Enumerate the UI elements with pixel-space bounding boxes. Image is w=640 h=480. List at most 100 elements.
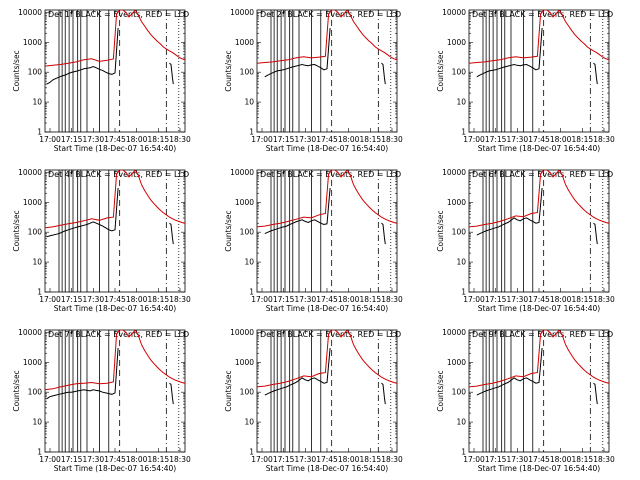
x-tick-label: 17:30 xyxy=(295,295,317,304)
x-tick-label: 17:15 xyxy=(273,455,295,464)
y-tick-label: 10000 xyxy=(230,168,254,177)
x-axis-label: Start Time (18-Dec-07 16:54:40) xyxy=(54,464,176,473)
x-tick-label: 17:30 xyxy=(295,455,317,464)
panel-title: Det 2f BLACK = Events, RED = LLD xyxy=(260,10,401,19)
series-line-lld xyxy=(469,330,609,388)
y-axis-label: Counts/sec xyxy=(224,210,233,251)
plot-area xyxy=(45,330,185,452)
y-tick-label: 1000 xyxy=(23,358,42,367)
y-tick-label: 10000 xyxy=(18,8,42,17)
x-tick-label: 17:30 xyxy=(507,455,529,464)
x-axis-label: Start Time (18-Dec-07 16:54:40) xyxy=(54,144,176,153)
y-axis-label: Counts/sec xyxy=(436,50,445,91)
x-tick-label: 18:30 xyxy=(593,135,615,144)
x-axis-label: Start Time (18-Dec-07 16:54:40) xyxy=(54,304,176,313)
y-axis-label: Counts/sec xyxy=(12,370,21,411)
series-line-lld xyxy=(257,10,397,64)
y-tick-label: 10000 xyxy=(18,328,42,337)
y-axis-label: Counts/sec xyxy=(436,210,445,251)
x-tick-label: 18:30 xyxy=(381,455,403,464)
series-line-events xyxy=(476,27,543,78)
x-tick-label: 18:30 xyxy=(593,295,615,304)
x-tick-label: 17:30 xyxy=(295,135,317,144)
x-tick-label: 17:30 xyxy=(83,295,105,304)
y-axis-label: Counts/sec xyxy=(12,210,21,251)
plot-area xyxy=(257,10,397,132)
x-tick-label: 18:15 xyxy=(360,295,382,304)
plot-area xyxy=(45,10,185,132)
y-tick-label: 100 xyxy=(452,228,467,237)
y-tick-label: 10000 xyxy=(18,168,42,177)
y-tick-label: 10000 xyxy=(442,328,466,337)
x-tick-label: 18:00 xyxy=(550,455,572,464)
x-tick-label: 18:30 xyxy=(169,295,191,304)
series-fragment-events xyxy=(169,222,174,245)
y-axis-label: Counts/sec xyxy=(224,370,233,411)
x-axis-label: Start Time (18-Dec-07 16:54:40) xyxy=(478,144,600,153)
x-tick-label: 17:30 xyxy=(83,135,105,144)
y-tick-label: 1 xyxy=(37,288,42,297)
series-fragment-events xyxy=(593,222,598,245)
detector-panel-8: Det 8f BLACK = Events, RED = LLD 1 10 100 10… xyxy=(224,328,403,473)
x-tick-label: 18:00 xyxy=(126,295,148,304)
y-tick-label: 10000 xyxy=(442,8,466,17)
series-fragment-events xyxy=(593,62,598,85)
x-tick-label: 18:15 xyxy=(360,135,382,144)
x-tick-label: 17:00 xyxy=(251,135,273,144)
x-tick-label: 17:45 xyxy=(104,455,126,464)
y-tick-label: 1 xyxy=(249,128,254,137)
plot-area xyxy=(45,170,185,292)
y-tick-label: 10000 xyxy=(230,328,254,337)
x-tick-label: 17:00 xyxy=(463,455,485,464)
series-fragment-events xyxy=(381,222,386,245)
y-tick-label: 100 xyxy=(28,228,43,237)
detector-panel-3: Det 3f BLACK = Events, RED = LLD 1 10 100 10… xyxy=(436,8,615,153)
x-tick-label: 17:30 xyxy=(507,135,529,144)
x-tick-label: 17:45 xyxy=(528,455,550,464)
series-line-events xyxy=(264,347,331,396)
x-tick-label: 17:15 xyxy=(61,455,83,464)
x-axis-label: Start Time (18-Dec-07 16:54:40) xyxy=(266,464,388,473)
y-tick-label: 10 xyxy=(456,98,466,107)
x-tick-label: 17:00 xyxy=(39,455,61,464)
panel-title: Det 4f BLACK = Events, RED = LLD xyxy=(48,170,189,179)
series-line-lld xyxy=(45,170,185,229)
x-tick-label: 18:00 xyxy=(338,135,360,144)
x-tick-label: 18:15 xyxy=(148,295,170,304)
y-tick-label: 1000 xyxy=(235,358,254,367)
x-tick-label: 18:15 xyxy=(148,135,170,144)
y-tick-label: 1000 xyxy=(235,38,254,47)
x-tick-label: 17:45 xyxy=(316,295,338,304)
x-tick-label: 18:30 xyxy=(381,135,403,144)
x-tick-label: 17:00 xyxy=(251,295,273,304)
x-axis-label: Start Time (18-Dec-07 16:54:40) xyxy=(478,304,600,313)
y-tick-label: 10 xyxy=(32,258,42,267)
series-line-events xyxy=(264,187,331,235)
y-tick-label: 10 xyxy=(244,258,254,267)
series-line-events xyxy=(46,347,119,400)
x-tick-label: 17:15 xyxy=(61,295,83,304)
series-line-events xyxy=(46,27,119,85)
x-tick-label: 17:00 xyxy=(463,295,485,304)
x-axis-label: Start Time (18-Dec-07 16:54:40) xyxy=(478,464,600,473)
x-tick-label: 17:15 xyxy=(485,455,507,464)
detector-panel-7: Det 7f BLACK = Events, RED = LLD 1 10 100 10… xyxy=(12,328,191,473)
x-tick-label: 17:15 xyxy=(273,295,295,304)
plot-area xyxy=(469,10,609,132)
y-tick-label: 10 xyxy=(456,418,466,427)
x-tick-label: 17:45 xyxy=(528,295,550,304)
panel-title: Det 9f BLACK = Events, RED = LLD xyxy=(472,330,613,339)
y-tick-label: 1 xyxy=(249,288,254,297)
x-axis-label: Start Time (18-Dec-07 16:54:40) xyxy=(266,144,388,153)
detector-panel-1: Det 1f BLACK = Events, RED = LLD 1 10 100 10… xyxy=(12,8,191,153)
series-fragment-events xyxy=(169,62,174,85)
y-tick-label: 10000 xyxy=(230,8,254,17)
series-line-lld xyxy=(469,170,609,228)
x-tick-label: 18:30 xyxy=(169,455,191,464)
x-tick-label: 17:45 xyxy=(316,135,338,144)
panel-title: Det 8f BLACK = Events, RED = LLD xyxy=(260,330,401,339)
y-axis-label: Counts/sec xyxy=(12,50,21,91)
panel-title: Det 3f BLACK = Events, RED = LLD xyxy=(472,10,613,19)
x-tick-label: 17:30 xyxy=(83,455,105,464)
